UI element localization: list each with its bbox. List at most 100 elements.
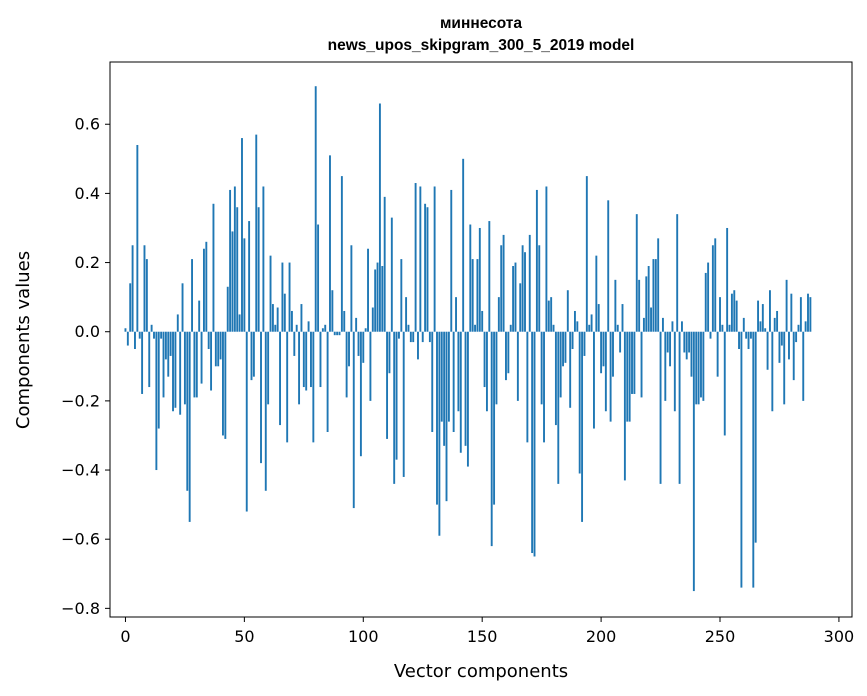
- bar: [514, 262, 517, 332]
- bar: [638, 279, 641, 332]
- bar: [678, 331, 681, 484]
- chart-title-line-1: миннесота: [440, 15, 522, 32]
- bar: [588, 324, 591, 332]
- bar: [500, 245, 503, 332]
- bar: [554, 331, 557, 426]
- y-tick-label: −0.6: [61, 530, 100, 549]
- bar: [719, 297, 721, 332]
- bar: [383, 196, 386, 332]
- bar: [509, 324, 512, 332]
- bar: [402, 331, 405, 477]
- bar: [264, 331, 267, 491]
- bar: [183, 331, 186, 405]
- bar: [807, 293, 809, 332]
- bar: [450, 189, 453, 332]
- bar: [359, 331, 362, 457]
- bar: [666, 331, 669, 353]
- bar: [262, 186, 265, 332]
- bar: [202, 248, 205, 332]
- bar: [378, 103, 381, 332]
- bar: [314, 86, 317, 332]
- bar: [469, 224, 472, 332]
- bar: [390, 217, 393, 332]
- bar: [124, 328, 127, 332]
- x-tick-label: 0: [120, 627, 130, 646]
- bar: [795, 331, 798, 343]
- bar: [443, 331, 446, 446]
- bar: [769, 290, 771, 332]
- bar: [792, 331, 795, 381]
- bar: [236, 207, 239, 332]
- bar: [702, 331, 705, 401]
- bar: [164, 331, 167, 360]
- bar: [310, 331, 312, 388]
- bar: [412, 331, 415, 343]
- y-tick-label: 0.0: [75, 322, 100, 341]
- bar: [217, 331, 220, 367]
- bar: [145, 259, 148, 332]
- bar: [676, 214, 679, 332]
- bar: [481, 310, 484, 332]
- bar: [566, 290, 569, 332]
- bar: [305, 331, 308, 391]
- bar: [616, 324, 619, 332]
- bar: [250, 331, 253, 381]
- bar: [612, 331, 614, 377]
- bar: [695, 331, 698, 405]
- bar: [745, 331, 748, 339]
- bar: [583, 331, 586, 356]
- bar: [395, 331, 398, 460]
- bar: [407, 324, 410, 332]
- bar: [802, 331, 805, 401]
- bar: [540, 331, 543, 405]
- bar: [464, 331, 467, 446]
- bar: [431, 331, 434, 432]
- bar: [716, 331, 719, 377]
- bar: [162, 331, 165, 398]
- bar: [398, 331, 400, 339]
- x-tick-label: 150: [467, 627, 498, 646]
- bar: [645, 276, 648, 332]
- bar: [799, 297, 802, 332]
- bar: [345, 331, 348, 398]
- bar: [742, 317, 745, 332]
- bar: [493, 331, 496, 505]
- bar: [279, 331, 281, 426]
- bar: [169, 331, 172, 356]
- bar: [681, 321, 683, 332]
- bar: [595, 255, 598, 332]
- bar: [176, 314, 179, 332]
- bar: [198, 300, 201, 332]
- bar: [797, 324, 800, 332]
- bar: [642, 317, 645, 332]
- bar: [252, 331, 255, 377]
- bar: [426, 207, 429, 332]
- bar: [129, 283, 132, 332]
- bar: [400, 259, 403, 332]
- bar: [526, 331, 529, 443]
- bar: [440, 331, 443, 422]
- bar: [155, 331, 158, 471]
- bar: [245, 331, 248, 512]
- bar: [621, 304, 624, 332]
- bar: [205, 241, 208, 332]
- bar: [134, 331, 136, 350]
- bar: [433, 186, 436, 332]
- bar: [141, 331, 144, 394]
- bar: [136, 144, 139, 332]
- bar: [214, 331, 217, 367]
- bar: [233, 186, 236, 332]
- bar: [607, 200, 610, 332]
- bar: [704, 272, 707, 332]
- bar: [126, 331, 129, 346]
- bar: [692, 331, 695, 592]
- bar: [222, 331, 224, 436]
- bar: [317, 224, 320, 332]
- bar: [519, 283, 522, 332]
- bar: [571, 331, 574, 350]
- bar: [623, 331, 626, 481]
- y-axis-label: Components values: [13, 251, 34, 429]
- y-tick-label: 0.4: [75, 184, 100, 203]
- bar: [376, 262, 379, 332]
- bar: [502, 234, 505, 332]
